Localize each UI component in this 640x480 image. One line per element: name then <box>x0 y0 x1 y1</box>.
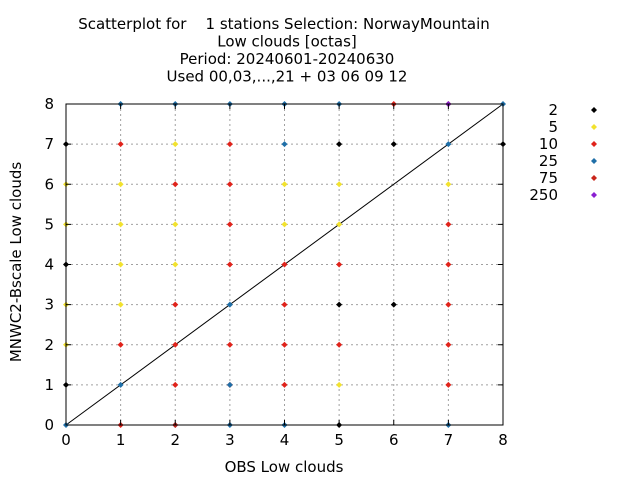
point-series-10 <box>445 261 452 268</box>
legend-label-250: 250 <box>529 186 558 204</box>
point-series-25 <box>226 301 233 308</box>
x-tick-label: 5 <box>334 431 344 449</box>
legend-label-10: 10 <box>539 135 558 153</box>
y-tick-label: 6 <box>44 175 54 193</box>
x-tick-labels: 0 1 2 3 4 5 6 7 8 <box>61 104 508 449</box>
point-series-5 <box>336 221 343 228</box>
y-tick-label: 3 <box>44 296 54 314</box>
x-axis-label: OBS Low clouds <box>225 458 344 476</box>
point-series-10 <box>172 181 179 188</box>
y-tick-label: 1 <box>44 376 54 394</box>
point-series-25 <box>445 141 452 148</box>
point-series-10 <box>226 221 233 228</box>
x-tick-label: 8 <box>498 431 508 449</box>
point-series-10 <box>445 341 452 348</box>
point-series-5 <box>117 221 124 228</box>
point-series-5 <box>117 261 124 268</box>
y-tick-label: 7 <box>44 135 54 153</box>
point-series-10 <box>226 181 233 188</box>
data-points <box>63 101 506 428</box>
point-series-10 <box>281 381 288 388</box>
legend-label-5: 5 <box>548 118 558 136</box>
point-series-2 <box>390 141 397 148</box>
point-series-5 <box>117 301 124 308</box>
point-series-10 <box>226 261 233 268</box>
legend-label-25: 25 <box>539 152 558 170</box>
point-series-10 <box>172 341 179 348</box>
point-series-5 <box>445 181 452 188</box>
point-series-2 <box>336 301 343 308</box>
legend-marker-250 <box>591 192 597 198</box>
point-series-10 <box>445 221 452 228</box>
legend-label-2: 2 <box>548 101 558 119</box>
y-tick-label: 5 <box>44 215 54 233</box>
y-tick-label: 8 <box>44 95 54 113</box>
point-series-10 <box>226 141 233 148</box>
point-series-10 <box>172 381 179 388</box>
point-series-10 <box>445 381 452 388</box>
point-series-5 <box>117 181 124 188</box>
point-series-5 <box>336 381 343 388</box>
legend-label-75: 75 <box>539 169 558 187</box>
legend-marker-25 <box>591 158 597 164</box>
point-series-5 <box>281 181 288 188</box>
x-tick-label: 7 <box>444 431 454 449</box>
x-tick-label: 3 <box>225 431 235 449</box>
legend-marker-10 <box>591 141 597 147</box>
point-series-5 <box>172 141 179 148</box>
legend-marker-75 <box>591 175 597 181</box>
title-line-2: Low clouds [octas] <box>217 33 357 51</box>
legend-marker-5 <box>591 124 597 130</box>
x-tick-label: 0 <box>61 431 71 449</box>
y-tick-label: 4 <box>44 256 54 274</box>
x-tick-label: 1 <box>116 431 126 449</box>
x-tick-label: 2 <box>170 431 180 449</box>
legend-marker-2 <box>591 107 597 113</box>
point-series-10 <box>281 261 288 268</box>
point-series-5 <box>172 221 179 228</box>
title-line-1: Scatterplot for 1 stations Selection: No… <box>78 15 490 33</box>
point-series-5 <box>336 181 343 188</box>
point-series-10 <box>445 301 452 308</box>
x-tick-label: 6 <box>389 431 399 449</box>
point-series-25 <box>281 141 288 148</box>
point-series-25 <box>117 381 124 388</box>
x-tick-label: 4 <box>280 431 290 449</box>
point-series-10 <box>172 301 179 308</box>
y-axis-label: MNWC2-Bscale Low clouds <box>7 162 25 363</box>
title-line-3: Period: 20240601-20240630 <box>180 50 395 68</box>
point-series-10 <box>281 301 288 308</box>
point-series-2 <box>336 141 343 148</box>
chart-title: Scatterplot for 1 stations Selection: No… <box>78 15 490 86</box>
point-series-5 <box>281 221 288 228</box>
point-series-2 <box>390 301 397 308</box>
point-series-10 <box>336 261 343 268</box>
point-series-10 <box>336 341 343 348</box>
y-tick-label: 0 <box>44 416 54 434</box>
point-series-5 <box>172 261 179 268</box>
point-series-25 <box>226 381 233 388</box>
y-tick-label: 2 <box>44 336 54 354</box>
point-series-10 <box>226 341 233 348</box>
title-line-4: Used 00,03,...,21 + 03 06 09 12 <box>167 68 408 86</box>
point-series-10 <box>281 341 288 348</box>
y-tick-labels: 0 1 2 3 4 5 6 7 8 <box>44 95 503 434</box>
point-series-10 <box>117 341 124 348</box>
point-series-10 <box>117 141 124 148</box>
